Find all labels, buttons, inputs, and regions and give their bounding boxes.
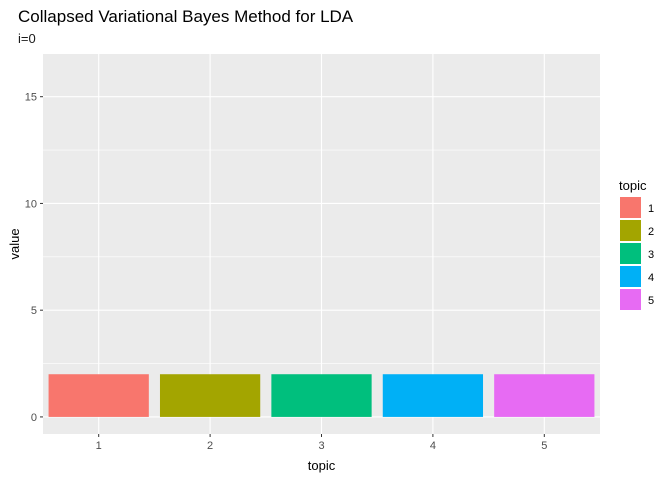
y-tick-label: 5 [31, 305, 37, 317]
legend-label: 1 [648, 203, 654, 215]
legend: 1 2 3 4 5 [620, 197, 654, 310]
bar-topic-3 [271, 374, 372, 417]
y-tick-label: 15 [25, 92, 37, 104]
x-tick-label: 5 [541, 440, 547, 452]
chart-title: Collapsed Variational Bayes Method for L… [18, 7, 354, 26]
legend-key-4 [620, 266, 641, 287]
bars [48, 374, 595, 417]
y-axis-title: value [7, 228, 22, 259]
y-tick-label: 10 [25, 198, 37, 210]
y-axis-ticks: 0 5 10 15 [25, 92, 43, 424]
legend-label: 5 [648, 295, 654, 307]
bar-topic-4 [382, 374, 484, 417]
x-tick-label: 2 [207, 440, 213, 452]
legend-key-5 [620, 289, 641, 310]
chart-subtitle: i=0 [18, 31, 36, 46]
x-axis-ticks: 1 2 3 4 5 [96, 434, 547, 452]
legend-label: 2 [648, 226, 654, 238]
bar-topic-2 [159, 374, 261, 417]
y-tick-label: 0 [31, 412, 37, 424]
x-tick-label: 1 [96, 440, 102, 452]
legend-key-3 [620, 243, 641, 264]
legend-key-2 [620, 220, 641, 241]
x-tick-label: 3 [318, 440, 324, 452]
legend-title: topic [619, 178, 647, 193]
legend-label: 4 [648, 272, 654, 284]
legend-label: 3 [648, 249, 654, 261]
bar-topic-1 [48, 374, 149, 417]
bar-topic-5 [494, 374, 595, 417]
legend-key-1 [620, 197, 641, 218]
x-tick-label: 4 [430, 440, 436, 452]
x-axis-title: topic [308, 458, 336, 473]
